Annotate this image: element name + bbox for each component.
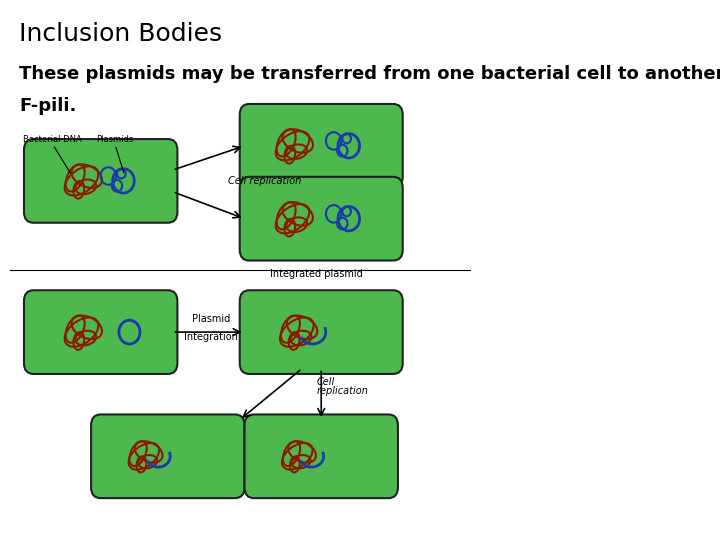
FancyBboxPatch shape	[240, 291, 402, 374]
Text: These plasmids may be transferred from one bacterial cell to another by the: These plasmids may be transferred from o…	[19, 65, 720, 83]
Text: Inclusion Bodies: Inclusion Bodies	[19, 22, 222, 45]
FancyBboxPatch shape	[245, 415, 398, 498]
Text: Plasmids: Plasmids	[96, 136, 134, 144]
FancyBboxPatch shape	[24, 291, 177, 374]
FancyBboxPatch shape	[24, 139, 177, 222]
Text: replication: replication	[316, 386, 369, 396]
Text: Cell: Cell	[316, 377, 335, 387]
Text: Plasmid: Plasmid	[192, 314, 230, 324]
FancyBboxPatch shape	[240, 177, 402, 261]
FancyBboxPatch shape	[91, 415, 245, 498]
Text: Integrated plasmid: Integrated plasmid	[270, 269, 363, 280]
Text: Integration: Integration	[184, 332, 238, 342]
Text: F-pili.: F-pili.	[19, 97, 76, 115]
FancyBboxPatch shape	[240, 104, 402, 188]
Text: Cell replication: Cell replication	[228, 176, 301, 186]
Text: Bacterial DNA: Bacterial DNA	[23, 136, 82, 144]
